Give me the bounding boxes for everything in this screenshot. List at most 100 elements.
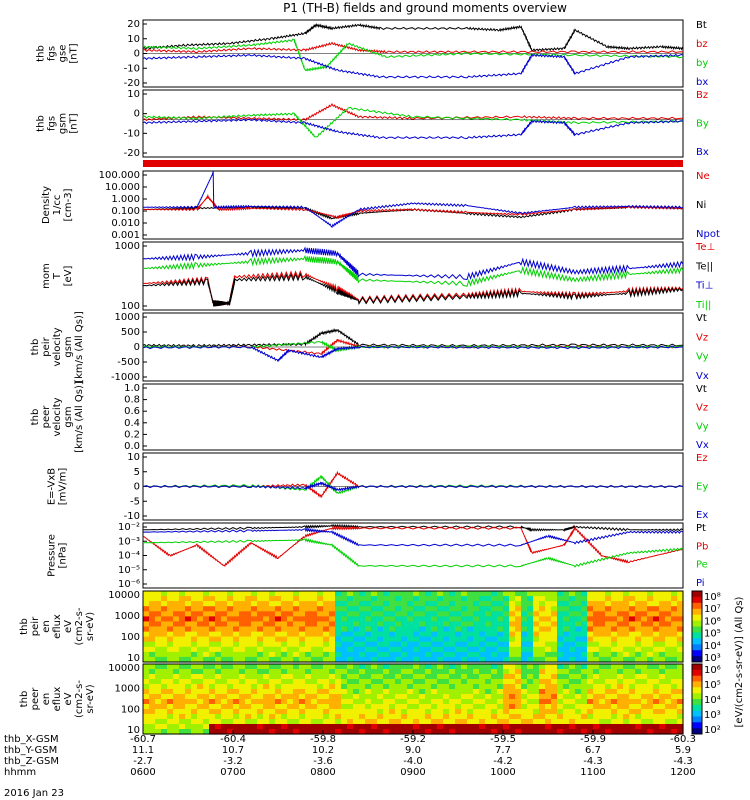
spectrogram-cell bbox=[191, 636, 198, 643]
spectrogram-cell bbox=[533, 699, 540, 705]
spectrogram-cell bbox=[575, 656, 582, 663]
spectrogram-cell bbox=[329, 674, 336, 680]
spectrogram-cell bbox=[341, 651, 348, 658]
spectrogram-cell bbox=[233, 669, 240, 675]
spectrogram-cell bbox=[659, 636, 666, 643]
spectrogram-cell bbox=[473, 714, 480, 720]
y-axis-label: velocity bbox=[52, 397, 63, 436]
spectrogram-cell bbox=[611, 674, 618, 680]
spectrogram-cell bbox=[353, 724, 360, 730]
spectrogram-cell bbox=[647, 651, 654, 658]
spectrogram-cell bbox=[191, 719, 198, 725]
spectrogram-cell bbox=[185, 714, 192, 720]
spectrogram-cell bbox=[167, 651, 174, 658]
spectrogram-cell bbox=[371, 689, 378, 695]
spectrogram-cell bbox=[425, 591, 432, 597]
spectrogram-cell bbox=[401, 694, 408, 700]
spectrogram-cell bbox=[587, 664, 594, 670]
spectrogram-cell bbox=[407, 641, 414, 648]
spectrogram-cell bbox=[257, 616, 264, 623]
spectrogram-cell bbox=[509, 729, 516, 735]
spectrogram-cell bbox=[209, 684, 216, 690]
spectrogram-cell bbox=[167, 709, 174, 715]
spectrogram-cell bbox=[227, 616, 234, 623]
spectrogram-cell bbox=[197, 646, 204, 653]
spectrogram-cell bbox=[275, 591, 282, 597]
spectrogram-cell bbox=[617, 596, 624, 602]
spectrogram-cell bbox=[617, 709, 624, 715]
spectrogram-cell bbox=[371, 714, 378, 720]
spectrogram-cell bbox=[647, 699, 654, 705]
spectrogram-cell bbox=[617, 631, 624, 638]
spectrogram-cell bbox=[395, 646, 402, 653]
spectrogram-cell bbox=[371, 669, 378, 675]
spectrogram-cell bbox=[329, 646, 336, 653]
spectrogram-cell bbox=[431, 664, 438, 670]
spectrogram-cell bbox=[611, 699, 618, 705]
spectrogram-cell bbox=[599, 596, 606, 602]
spectrogram-cell bbox=[329, 729, 336, 735]
spectrogram-cell bbox=[563, 616, 570, 623]
spectrogram-cell bbox=[305, 596, 312, 602]
spectrogram-cell bbox=[527, 679, 534, 685]
spectrogram-cell bbox=[215, 636, 222, 643]
spectrogram-cell bbox=[251, 684, 258, 690]
spectrogram-cell bbox=[293, 616, 300, 623]
y-tick-label: 10⁻⁴ bbox=[118, 551, 140, 562]
spectrogram-cell bbox=[383, 704, 390, 710]
spectrogram-cell bbox=[515, 591, 522, 597]
spectrogram-cell bbox=[581, 669, 588, 675]
spectrogram-cell bbox=[557, 641, 564, 648]
spectrogram-cell bbox=[167, 699, 174, 705]
spectrogram-cell bbox=[167, 636, 174, 643]
spectrogram-cell bbox=[629, 694, 636, 700]
spectrogram-cell bbox=[185, 631, 192, 638]
spectrogram-cell bbox=[167, 679, 174, 685]
spectrogram-cell bbox=[311, 664, 318, 670]
spectrogram-cell bbox=[527, 631, 534, 638]
spectrogram-cell bbox=[443, 674, 450, 680]
spectrogram-cell bbox=[521, 631, 528, 638]
spectrogram-cell bbox=[515, 611, 522, 617]
spectrogram-cell bbox=[365, 719, 372, 725]
spectrogram-cell bbox=[143, 641, 150, 648]
spectrogram-cell bbox=[503, 664, 510, 670]
spectrogram-cell bbox=[275, 684, 282, 690]
spectrogram-cell bbox=[173, 611, 180, 617]
spectrogram-cell bbox=[401, 606, 408, 612]
spectrogram-cell bbox=[305, 601, 312, 607]
spectrogram-cell bbox=[317, 689, 324, 695]
spectrogram-cell bbox=[629, 689, 636, 695]
spectrogram-cell bbox=[593, 729, 600, 735]
colorbar-cell bbox=[692, 704, 702, 712]
y-axis-label: Pressure bbox=[47, 534, 58, 577]
spectrogram-cell bbox=[371, 626, 378, 633]
spectrogram-cell bbox=[395, 626, 402, 633]
spectrogram-cell bbox=[527, 616, 534, 623]
spectrogram-cell bbox=[521, 621, 528, 628]
spectrogram-cell bbox=[191, 631, 198, 638]
spectrogram-cell bbox=[269, 669, 276, 675]
spectrogram-cell bbox=[311, 606, 318, 612]
spectrogram-cell bbox=[191, 596, 198, 602]
spectrogram-cell bbox=[335, 679, 342, 685]
spectrogram-cell bbox=[221, 621, 228, 628]
spectrogram-cell bbox=[413, 641, 420, 648]
spectrogram-cell bbox=[611, 641, 618, 648]
spectrogram-cell bbox=[281, 601, 288, 607]
spectrogram-cell bbox=[617, 591, 624, 597]
spectrogram-cell bbox=[605, 646, 612, 653]
spectrogram-cell bbox=[335, 694, 342, 700]
spectrogram-cell bbox=[269, 704, 276, 710]
spectrogram-cell bbox=[341, 631, 348, 638]
spectrogram-cell bbox=[383, 669, 390, 675]
spectrogram-cell bbox=[143, 689, 150, 695]
spectrogram-cell bbox=[317, 684, 324, 690]
spectrogram-cell bbox=[503, 724, 510, 730]
spectrogram-cell bbox=[395, 616, 402, 623]
spectrogram-cell bbox=[245, 621, 252, 628]
spectrogram-cell bbox=[263, 714, 270, 720]
spectrogram-cell bbox=[671, 596, 678, 602]
spectrogram-cell bbox=[635, 656, 642, 663]
spectrogram-cell bbox=[677, 664, 684, 670]
